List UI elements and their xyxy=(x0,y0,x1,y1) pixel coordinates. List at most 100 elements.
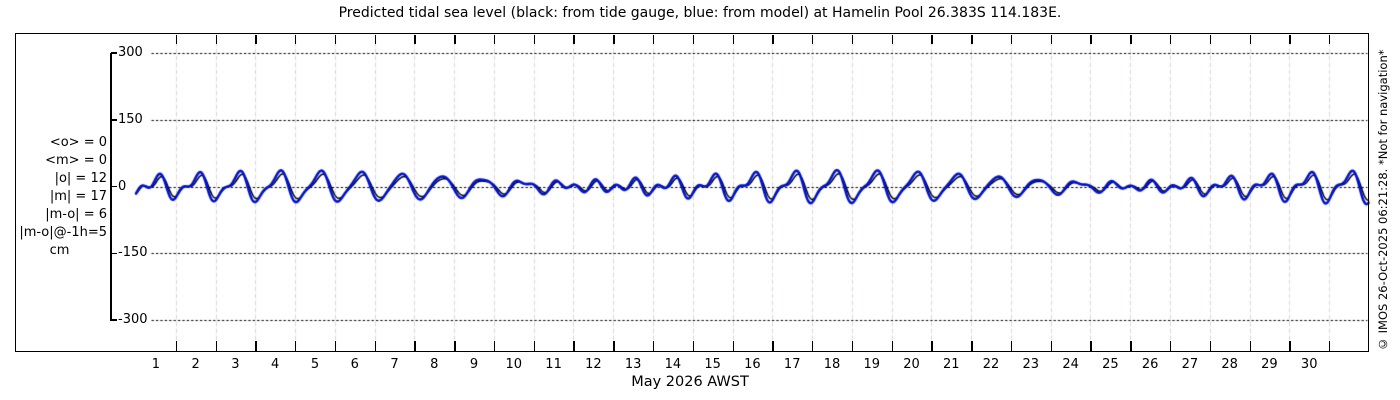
day-tick-bottom xyxy=(851,340,854,351)
day-tick-bottom xyxy=(1249,340,1251,351)
y-axis-tick xyxy=(111,52,117,54)
day-label: 4 xyxy=(271,357,280,372)
y-axis-tick-label: -300 xyxy=(118,312,148,327)
day-tick-top xyxy=(931,34,933,44)
y-axis-tick-label: 0 xyxy=(118,178,127,194)
day-tick-bottom xyxy=(1010,340,1013,351)
day-label: 1 xyxy=(151,357,161,372)
stats-line: |m-o| = 6 xyxy=(45,207,107,222)
y-axis-spine xyxy=(110,53,112,321)
day-tick-top xyxy=(1329,34,1331,44)
day-tick-bottom xyxy=(175,340,178,351)
y-axis-tick xyxy=(111,252,117,254)
day-tick-top xyxy=(1130,34,1132,44)
day-tick-top xyxy=(1050,34,1053,44)
day-tick-top xyxy=(653,34,655,44)
y-axis-tick-label: 300 xyxy=(118,45,143,60)
day-tick-bottom xyxy=(255,340,257,351)
day-label: 20 xyxy=(903,357,920,372)
day-label: 29 xyxy=(1261,357,1278,372)
day-tick-bottom xyxy=(1130,340,1132,351)
day-tick-top xyxy=(175,34,178,44)
y-axis-tick-label: -150 xyxy=(118,245,148,261)
copyright-watermark: © IMOS 26-Oct-2025 06:21:28. *Not for na… xyxy=(1376,49,1390,351)
y-axis-tick-label: 150 xyxy=(118,111,143,127)
stats-panel: <o> = 0 <m> = 0 |o| = 12 |m| = 17 |m-o| = 6 |… xyxy=(12,134,107,260)
day-tick-bottom xyxy=(414,340,416,351)
day-tick-top xyxy=(772,34,774,44)
day-label: 18 xyxy=(823,357,841,372)
day-tick-top xyxy=(1010,34,1013,44)
day-tick-bottom xyxy=(732,340,734,351)
day-label: 9 xyxy=(469,357,479,372)
day-tick-bottom xyxy=(295,340,297,351)
day-label: 8 xyxy=(430,357,439,372)
day-tick-bottom xyxy=(454,340,456,351)
day-tick-bottom xyxy=(1050,340,1053,351)
day-tick-bottom xyxy=(1090,340,1092,351)
day-label: 27 xyxy=(1181,357,1199,372)
day-tick-bottom xyxy=(1289,340,1291,351)
day-label: 3 xyxy=(231,357,240,372)
day-label: 24 xyxy=(1062,357,1079,372)
day-label: 6 xyxy=(350,357,359,372)
y-axis-tick xyxy=(111,185,117,188)
day-label: 30 xyxy=(1300,357,1318,372)
day-tick-top xyxy=(1209,34,1212,44)
day-label: 5 xyxy=(310,357,320,372)
day-tick-bottom xyxy=(653,340,655,351)
day-tick-bottom xyxy=(573,340,575,351)
stats-line: |m| = 17 xyxy=(49,189,107,204)
x-axis-title: May 2026 AWST xyxy=(631,374,749,390)
day-label: 16 xyxy=(744,357,761,372)
plot-frame xyxy=(15,33,1369,352)
day-tick-bottom xyxy=(1170,340,1172,351)
day-tick-top xyxy=(851,34,854,44)
day-tick-bottom xyxy=(613,340,615,351)
day-tick-top xyxy=(971,34,973,44)
day-tick-bottom xyxy=(1329,340,1331,351)
day-tick-bottom xyxy=(812,340,814,351)
day-tick-top xyxy=(692,34,695,44)
day-tick-bottom xyxy=(692,340,695,351)
day-tick-top xyxy=(613,34,615,44)
day-label: 26 xyxy=(1141,357,1159,372)
stats-line: |m-o|@-1h=5 xyxy=(19,225,107,240)
day-tick-top xyxy=(732,34,734,44)
y-axis-tick xyxy=(111,119,117,121)
day-tick-top xyxy=(1090,34,1092,44)
day-tick-top xyxy=(1289,34,1291,44)
day-label: 21 xyxy=(943,357,960,372)
day-tick-top xyxy=(255,34,257,44)
stats-line: |o| = 12 xyxy=(54,171,107,186)
day-label: 2 xyxy=(191,357,200,372)
day-tick-top xyxy=(573,34,575,44)
day-label: 25 xyxy=(1102,357,1119,372)
day-tick-bottom xyxy=(374,340,376,351)
day-tick-bottom xyxy=(1209,340,1212,351)
day-tick-top xyxy=(454,34,456,44)
day-tick-top xyxy=(1170,34,1172,44)
day-label: 13 xyxy=(624,357,642,372)
day-tick-bottom xyxy=(215,340,217,351)
day-tick-top xyxy=(374,34,376,44)
day-tick-top xyxy=(891,34,894,44)
day-label: 15 xyxy=(704,357,721,372)
day-label: 12 xyxy=(585,357,602,372)
day-label: 22 xyxy=(982,357,1000,372)
day-label: 10 xyxy=(505,357,523,372)
stats-line: cm xyxy=(49,243,70,258)
day-label: 7 xyxy=(390,357,399,372)
day-tick-bottom xyxy=(971,340,973,351)
day-tick-bottom xyxy=(931,340,933,351)
day-tick-bottom xyxy=(493,340,496,351)
day-tick-top xyxy=(334,34,337,44)
day-tick-top xyxy=(533,34,536,44)
day-label: 17 xyxy=(783,357,801,372)
day-tick-top xyxy=(812,34,814,44)
day-tick-bottom xyxy=(334,340,337,351)
day-tick-top xyxy=(414,34,416,44)
day-tick-top xyxy=(295,34,297,44)
